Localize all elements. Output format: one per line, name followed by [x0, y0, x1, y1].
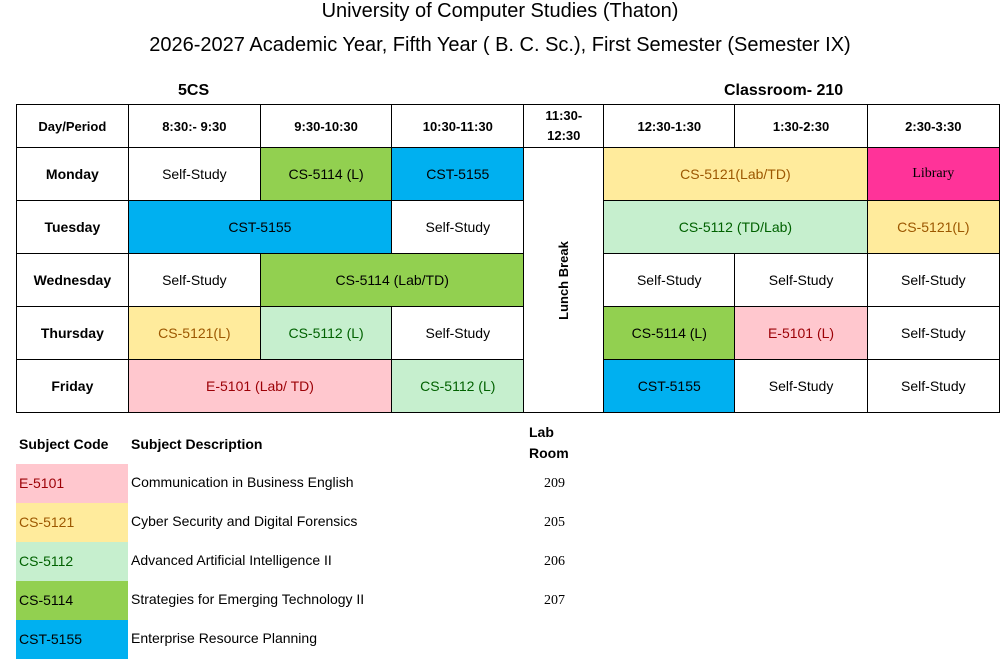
schedule-cell: CST-5155 [391, 147, 525, 201]
day-wednesday: Wednesday [16, 253, 129, 307]
legend-code-header: Subject Code [19, 436, 109, 452]
semester-subtitle: 2026-2027 Academic Year, Fifth Year ( B.… [149, 34, 851, 56]
header-period-4: 12:30-1:30 [603, 104, 736, 148]
schedule-cell: Self-Study [391, 200, 525, 254]
legend-row: CS-5121 Cyber Security and Digital Foren… [16, 503, 576, 542]
table-row: Tuesday CST-5155 Self-Study CS-5112 (TD/… [16, 200, 1000, 254]
header-period-3: 10:30-11:30 [391, 104, 525, 148]
timetable: Day/Period 8:30:- 9:30 9:30-10:30 10:30-… [16, 104, 1000, 413]
schedule-cell: Self-Study [734, 253, 868, 307]
schedule-cell: Self-Study [603, 253, 736, 307]
schedule-cell: Library [866, 147, 1000, 201]
schedule-cell: CS-5121(L) [127, 306, 262, 360]
legend-room: 205 [544, 515, 565, 530]
schedule-cell: Self-Study [127, 147, 262, 201]
day-friday: Friday [16, 359, 129, 413]
schedule-cell: CS-5114 (Lab/TD) [260, 253, 525, 307]
legend-desc: Enterprise Resource Planning [131, 630, 317, 646]
table-row: Wednesday Self-Study CS-5114 (Lab/TD) Se… [16, 253, 1000, 307]
schedule-cell: Self-Study [734, 359, 868, 413]
header-row: Day/Period 8:30:- 9:30 9:30-10:30 10:30-… [16, 104, 1000, 148]
schedule-cell: Self-Study [866, 359, 1000, 413]
legend-row: E-5101 Communication in Business English… [16, 464, 576, 503]
schedule-cell: Self-Study [391, 306, 525, 360]
legend-desc: Advanced Artificial Intelligence II [131, 552, 332, 568]
day-monday: Monday [16, 147, 129, 201]
legend-row: CST-5155 Enterprise Resource Planning [16, 620, 576, 659]
schedule-cell: Self-Study [127, 253, 262, 307]
schedule-cell: CS-5121(L) [866, 200, 1000, 254]
legend-room: 206 [544, 554, 565, 569]
header-period-5: 1:30-2:30 [734, 104, 868, 148]
schedule-cell: E-5101 (Lab/ TD) [127, 359, 393, 413]
legend-room-header-line2: Room [529, 445, 569, 461]
legend-code: E-5101 [16, 464, 128, 503]
schedule-cell: CS-5114 (L) [603, 306, 736, 360]
table-row: Thursday CS-5121(L) CS-5112 (L) Self-Stu… [16, 306, 1000, 360]
legend-desc-header: Subject Description [131, 436, 263, 452]
header-period-1: 8:30:- 9:30 [127, 104, 262, 148]
schedule-cell: CS-5114 (L) [260, 147, 393, 201]
schedule-cell: Self-Study [866, 306, 1000, 360]
header-day-period: Day/Period [16, 104, 129, 148]
legend-code: CST-5155 [16, 620, 128, 659]
schedule-cell: CST-5155 [127, 200, 393, 254]
schedule-cell: Self-Study [866, 253, 1000, 307]
classroom-label: Classroom- 210 [724, 82, 844, 99]
day-thursday: Thursday [16, 306, 129, 360]
table-row: Friday E-5101 (Lab/ TD) CS-5112 (L) CST-… [16, 359, 1000, 413]
schedule-cell: CS-5112 (L) [260, 306, 393, 360]
institution-title: University of Computer Studies (Thaton) [321, 0, 679, 22]
legend-code: CS-5121 [16, 503, 128, 542]
schedule-cell: E-5101 (L) [734, 306, 868, 360]
header-period-2: 9:30-10:30 [260, 104, 393, 148]
class-label: 5CS [178, 82, 210, 99]
table-row: Monday Self-Study CS-5114 (L) CST-5155 L… [16, 147, 1000, 413]
legend-row: CS-5114 Strategies for Emerging Technolo… [16, 581, 576, 620]
legend-room: 207 [544, 593, 565, 608]
schedule-cell: CST-5155 [603, 359, 736, 413]
legend-desc: Strategies for Emerging Technology II [131, 591, 365, 607]
schedule-cell: CS-5112 (TD/Lab) [603, 200, 868, 254]
legend-room: 209 [544, 476, 565, 491]
legend-code: CS-5112 [16, 542, 128, 581]
header-period-6: 2:30-3:30 [866, 104, 1000, 148]
legend-row: CS-5112 Advanced Artificial Intelligence… [16, 542, 576, 581]
day-tuesday: Tuesday [16, 200, 129, 254]
lunch-break-label: Lunch Break [556, 241, 572, 320]
schedule-cell: CS-5121(Lab/TD) [603, 147, 868, 201]
legend-desc: Cyber Security and Digital Forensics [131, 513, 358, 529]
header-break-period: 11:30- 12:30 [523, 104, 605, 148]
legend-room-header-line1: Lab [529, 424, 554, 440]
lunch-break-cell: Lunch Break [523, 147, 605, 413]
schedule-cell: CS-5112 (L) [391, 359, 525, 413]
legend-desc: Communication in Business English [131, 474, 354, 490]
legend-code: CS-5114 [16, 581, 128, 620]
